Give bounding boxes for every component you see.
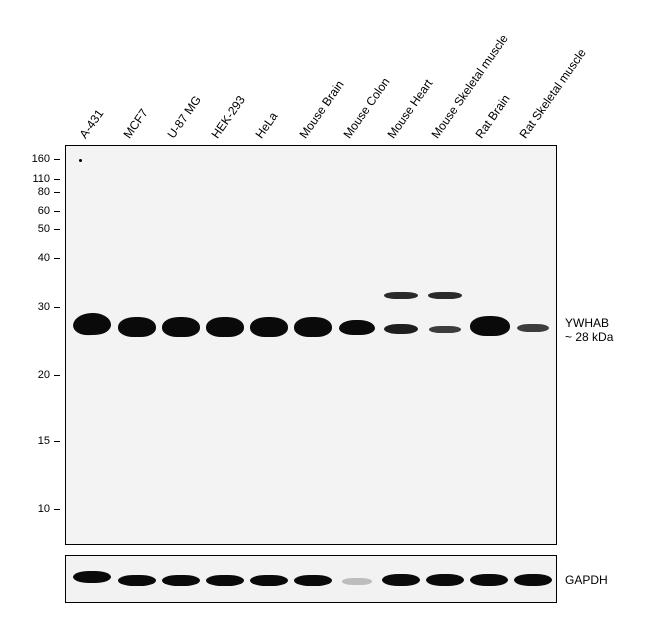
mw-tick-60 xyxy=(54,211,60,212)
target-label: YWHAB ~ 28 kDa xyxy=(565,316,613,345)
mw-label-40: 40 xyxy=(28,252,50,264)
mw-label-50: 50 xyxy=(28,223,50,235)
target-band-lane-0 xyxy=(73,312,112,335)
loading-band-lane-4 xyxy=(250,575,288,586)
target-band-lane-1 xyxy=(118,317,156,337)
mw-tick-15 xyxy=(54,441,60,442)
target-band-lane-3 xyxy=(206,317,244,337)
extra-band-lane-7 xyxy=(384,292,418,299)
lane-label-2: U-87 MG xyxy=(165,93,204,141)
target-band-lane-5 xyxy=(294,317,332,337)
loading-band-lane-9 xyxy=(470,574,508,586)
lane-label-3: HEK-293 xyxy=(209,93,248,141)
mw-label-20: 20 xyxy=(28,369,50,381)
target-band-lane-6 xyxy=(339,320,375,335)
mw-label-160: 160 xyxy=(28,153,50,165)
loading-band-lane-0 xyxy=(73,571,111,583)
western-blot-figure: A-431 MCF7 U-87 MG HEK-293 HeLa Mouse Br… xyxy=(0,0,650,633)
lane-label-4: HeLa xyxy=(253,109,281,141)
loading-band-lane-8 xyxy=(426,574,464,586)
mw-tick-20 xyxy=(54,375,60,376)
lane-label-0: A-431 xyxy=(77,107,107,141)
target-band-lane-10 xyxy=(517,324,549,332)
mw-label-80: 80 xyxy=(28,186,50,198)
mw-label-10: 10 xyxy=(28,503,50,515)
target-band-lane-8 xyxy=(429,326,461,333)
target-band-lane-7 xyxy=(384,324,418,334)
lane-label-5: Mouse Brain xyxy=(297,78,347,141)
lane-label-8: Mouse Skeletal muscle xyxy=(429,32,511,141)
loading-label: GAPDH xyxy=(565,573,608,587)
target-label-name: YWHAB xyxy=(565,316,613,330)
mw-tick-10 xyxy=(54,509,60,510)
target-label-mw: ~ 28 kDa xyxy=(565,330,613,344)
loading-band-lane-3 xyxy=(206,575,244,586)
mw-label-60: 60 xyxy=(28,205,50,217)
mw-label-30: 30 xyxy=(28,301,50,313)
mw-tick-80 xyxy=(54,192,60,193)
lane-label-7: Mouse Heart xyxy=(385,77,436,141)
extra-band-lane-8 xyxy=(428,292,462,299)
loading-band-lane-10 xyxy=(514,574,552,586)
main-blot xyxy=(65,145,557,545)
mw-tick-50 xyxy=(54,229,60,230)
loading-blot xyxy=(65,555,557,603)
loading-band-lane-6 xyxy=(342,578,372,585)
loading-band-lane-1 xyxy=(118,575,156,586)
lane-label-10: Rat Skeletal muscle xyxy=(517,46,589,141)
loading-band-lane-7 xyxy=(382,574,420,586)
mw-tick-160 xyxy=(54,159,60,160)
artifact-dot xyxy=(79,159,82,162)
mw-tick-40 xyxy=(54,258,60,259)
loading-band-lane-5 xyxy=(294,575,332,586)
mw-tick-30 xyxy=(54,307,60,308)
target-band-lane-4 xyxy=(250,317,288,337)
loading-band-lane-2 xyxy=(162,575,200,586)
mw-tick-110 xyxy=(54,179,60,180)
target-band-lane-9 xyxy=(470,316,510,336)
mw-label-15: 15 xyxy=(28,435,50,447)
lane-label-1: MCF7 xyxy=(121,106,151,141)
mw-label-110: 110 xyxy=(28,173,50,185)
target-band-lane-2 xyxy=(162,317,200,337)
lane-label-9: Rat Brain xyxy=(473,92,513,141)
